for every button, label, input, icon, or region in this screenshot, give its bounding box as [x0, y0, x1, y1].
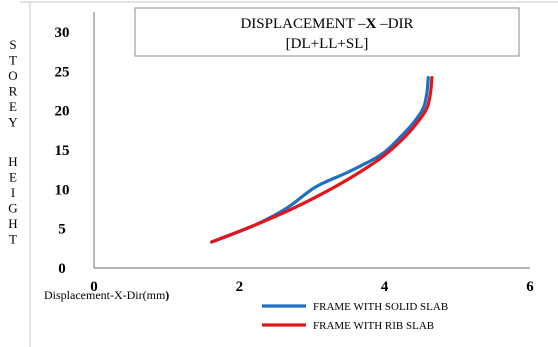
y-axis-label-letter: H [8, 154, 17, 169]
y-tick-labels: 0 5 10 15 20 25 30 [55, 25, 70, 277]
y-tick-label: 30 [55, 25, 70, 41]
y-tick-label: 15 [55, 143, 70, 159]
series-line-solid-slab [210, 76, 430, 244]
y-axis-label-letter: E [9, 99, 17, 114]
x-axis-label-paren: ) [165, 288, 169, 302]
y-axis-label-letter: I [11, 185, 15, 200]
y-axis-label-letter: R [9, 84, 18, 99]
chart-title-bold: X [366, 16, 377, 32]
y-tick-label: 20 [55, 104, 70, 120]
y-tick-label: 0 [58, 261, 66, 277]
series-line-rib-slab [210, 76, 434, 244]
x-axis-label-text: Displacement-X-Dir(mm [44, 288, 166, 302]
x-tick-label: 4 [381, 279, 389, 295]
y-axis-label-letter: E [9, 170, 17, 185]
x-tick-label: 2 [236, 279, 244, 295]
y-axis-label-letter: H [8, 216, 17, 231]
y-tick-label: 10 [55, 182, 70, 198]
chart-title-prefix: DISPLACEMENT – [240, 16, 366, 32]
x-tick-labels: 0 2 4 6 [90, 279, 534, 295]
chart-title-suffix: –DIR [376, 16, 413, 32]
chart-title-line2: [DL+LL+SL] [286, 36, 369, 52]
y-axis-label-letter: T [9, 53, 17, 68]
y-axis-label-letter: G [8, 201, 17, 216]
x-axis-label: Displacement-X-Dir(mm) [44, 288, 169, 302]
y-tick-label: 5 [58, 222, 66, 238]
x-tick-label: 0 [90, 279, 98, 295]
y-axis-label-letter: O [8, 68, 17, 83]
legend-label: FRAME WITH RIB SLAB [313, 320, 434, 332]
y-axis-label-letter: T [9, 232, 17, 247]
y-tick-label: 25 [55, 64, 70, 80]
legend-label: FRAME WITH SOLID SLAB [313, 301, 448, 313]
y-axis-label-letter: S [9, 37, 16, 52]
chart-title-box [134, 7, 520, 57]
chart-title-line1: DISPLACEMENT –X –DIR [240, 16, 413, 32]
x-tick-label: 6 [526, 279, 534, 295]
legend: FRAME WITH SOLID SLAB FRAME WITH RIB SLAB [262, 301, 448, 332]
series-lines [210, 76, 434, 244]
y-axis-label-letter: Y [8, 115, 18, 130]
